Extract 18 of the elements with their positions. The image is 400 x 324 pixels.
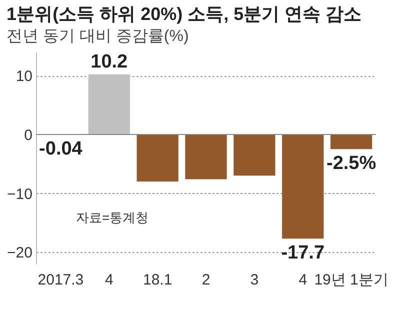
y-tick-label: 0 xyxy=(24,126,32,144)
data-label: -0.04 xyxy=(39,138,83,160)
y-tick-label: −10 xyxy=(7,186,32,203)
x-tick-label: 3 xyxy=(250,272,259,288)
chart-subtitle: 전년 동기 대비 증감률(%) xyxy=(6,28,189,45)
x-tick-label: 2 xyxy=(202,272,210,288)
y-tick-label: 10 xyxy=(16,68,32,86)
x-tick-label: 19년 1분기 xyxy=(314,272,388,288)
data-label: 10.2 xyxy=(90,51,128,72)
x-tick-label: 4 xyxy=(104,272,114,288)
data-label: -17.7 xyxy=(281,242,325,264)
x-tick-label: 2017.3 xyxy=(38,272,84,288)
data-label: -2.5% xyxy=(326,153,376,174)
y-tick-label: −20 xyxy=(7,244,32,262)
x-tick-label: 4 xyxy=(298,272,308,288)
chart-title: 1분위(소득 하위 20%) 소득, 5분기 연속 감소 xyxy=(6,4,362,24)
x-tick-label: 18.1 xyxy=(142,272,172,288)
annotation: 자료=통계청 xyxy=(76,210,149,225)
